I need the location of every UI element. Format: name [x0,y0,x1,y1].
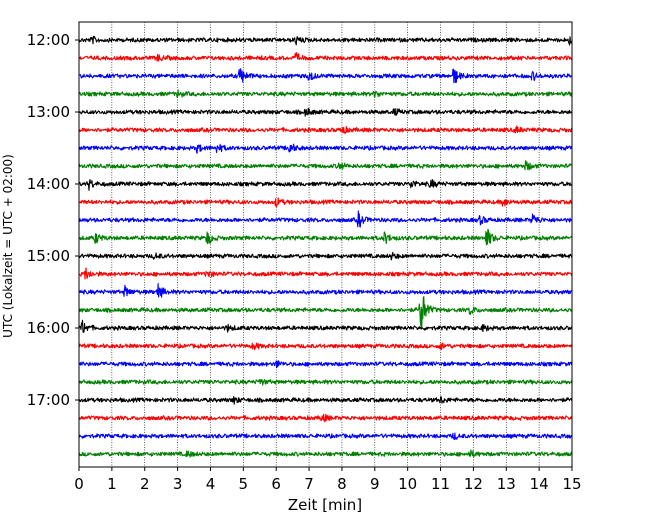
seismic-traces [78,35,573,458]
trace-1445 [78,228,573,246]
x-tick-label-7: 7 [304,475,314,493]
x-tick-label-9: 9 [370,475,380,493]
x-tick-label-0: 0 [74,475,84,493]
trace-1745 [78,449,573,458]
trace-1215 [78,52,573,62]
trace-1530 [78,283,573,298]
trace-1700 [78,396,573,405]
x-tick-label-8: 8 [337,475,347,493]
x-tick-label-10: 10 [398,475,417,493]
x-tick-label-2: 2 [140,475,150,493]
x-tick-label-15: 15 [562,475,581,493]
trace-1645 [78,378,573,386]
trace-1715 [78,413,573,423]
x-axis-ticks: 0 1 2 3 4 5 6 7 8 9 10 11 12 13 14 15 [74,467,582,493]
plot-frame [78,21,573,468]
x-tick-label-1: 1 [107,475,117,493]
x-tick-label-11: 11 [431,475,450,493]
x-tick-label-14: 14 [530,475,549,493]
x-tick-label-6: 6 [271,475,281,493]
trace-1500 [78,251,573,261]
trace-1600 [78,319,573,333]
trace-1415 [78,197,573,208]
y-tick-label-1200: 12:00 [27,31,70,49]
x-tick-label-3: 3 [173,475,183,493]
y-tick-label-1300: 13:00 [27,103,70,121]
trace-1230 [78,68,573,84]
y-tick-label-1600: 16:00 [27,319,70,337]
x-axis-label: Zeit [min] [288,496,362,514]
vertical-grid [111,22,540,467]
trace-1545 [78,296,573,328]
trace-1400 [78,179,573,191]
y-tick-label-1400: 14:00 [27,175,70,193]
trace-1630 [78,360,573,369]
trace-1515 [78,267,573,280]
x-tick-label-13: 13 [497,475,516,493]
x-tick-label-12: 12 [464,475,483,493]
trace-1345 [78,160,573,171]
x-tick-label-4: 4 [206,475,216,493]
trace-1430 [78,210,573,228]
y-tick-label-1700: 17:00 [27,391,70,409]
y-axis-label: UTC (Lokalzeit = UTC + 02:00) [1,154,15,338]
trace-1615 [78,342,573,351]
trace-1330 [78,143,573,154]
trace-1300 [78,107,573,117]
trace-1200 [78,35,573,46]
trace-1315 [78,125,573,134]
x-tick-label-5: 5 [239,475,249,493]
trace-1730 [78,432,573,441]
trace-1245 [78,89,573,98]
y-tick-label-1500: 15:00 [27,247,70,265]
y-axis-ticks: 12:00 13:00 14:00 15:00 16:00 17:00 [27,31,79,409]
